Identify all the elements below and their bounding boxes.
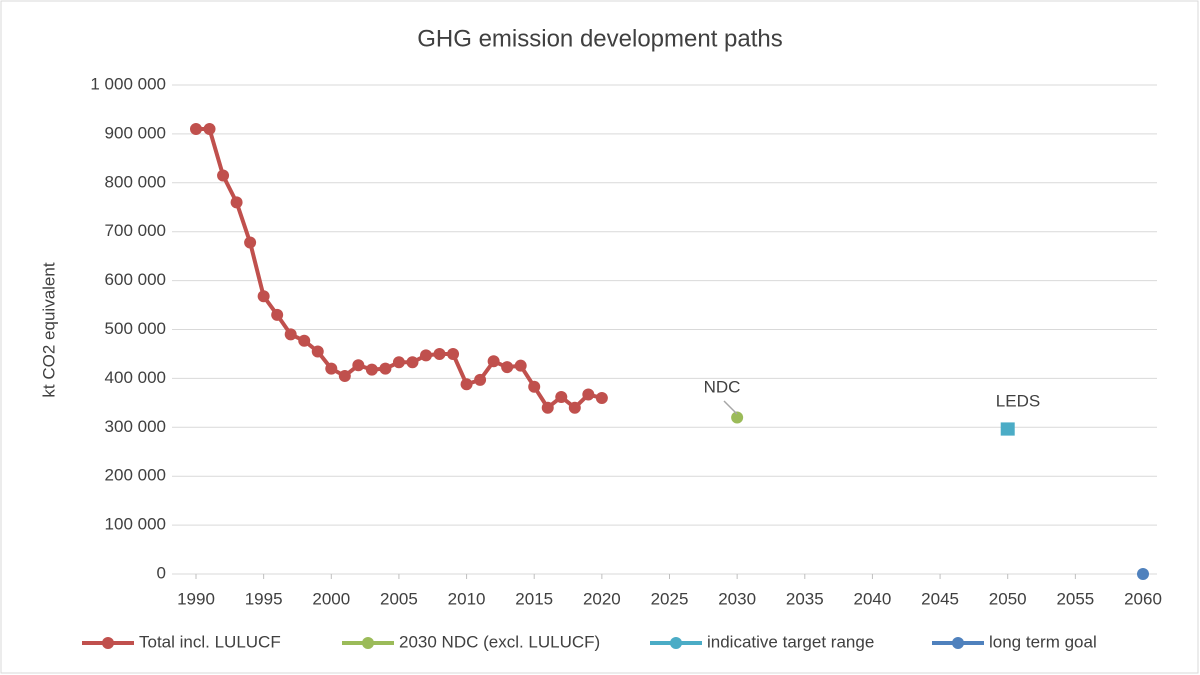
y-tick-label: 600 000 <box>105 270 166 289</box>
point <box>392 356 405 369</box>
point <box>298 334 311 347</box>
y-tick-label: 100 000 <box>105 515 166 534</box>
y-axis-label: kt CO2 equivalent <box>39 262 58 397</box>
point <box>731 411 744 424</box>
point <box>406 356 419 369</box>
legend-marker <box>362 637 374 649</box>
annotation: LEDS <box>996 391 1040 410</box>
point <box>217 169 230 182</box>
y-tick-label: 900 000 <box>105 123 166 142</box>
point <box>230 196 243 209</box>
legend-label: 2030 NDC (excl. LULUCF) <box>399 632 600 651</box>
x-tick-label: 2035 <box>786 589 824 608</box>
x-tick-label: 2005 <box>380 589 418 608</box>
point <box>203 123 216 136</box>
x-tick-label: 2040 <box>854 589 892 608</box>
point <box>555 390 568 403</box>
point <box>568 401 581 414</box>
annotation: NDC <box>704 377 741 396</box>
legend-marker <box>952 637 964 649</box>
point <box>284 328 297 341</box>
x-tick-label: 2045 <box>921 589 959 608</box>
legend-label: long term goal <box>989 632 1097 651</box>
point <box>582 388 595 401</box>
point <box>325 362 338 375</box>
legend-label: indicative target range <box>707 632 874 651</box>
point <box>311 345 324 358</box>
y-tick-label: 0 <box>157 563 166 582</box>
x-tick-label: 2000 <box>312 589 350 608</box>
legend-marker <box>670 637 682 649</box>
y-tick-label: 500 000 <box>105 319 166 338</box>
x-tick-label: 2010 <box>448 589 486 608</box>
point <box>190 123 202 136</box>
point <box>460 378 473 391</box>
point <box>528 380 541 393</box>
point <box>433 347 446 360</box>
x-tick-label: 1995 <box>245 589 283 608</box>
x-tick-label: 1990 <box>177 589 215 608</box>
point <box>447 347 460 360</box>
x-tick-label: 2060 <box>1124 589 1162 608</box>
y-tick-label: 200 000 <box>105 466 166 485</box>
point <box>501 361 514 374</box>
point <box>487 355 500 368</box>
y-tick-label: 1 000 000 <box>90 74 166 93</box>
x-tick-label: 2015 <box>515 589 553 608</box>
x-tick-label: 2050 <box>989 589 1027 608</box>
point <box>271 308 284 321</box>
point <box>595 391 608 404</box>
legend-label: Total incl. LULUCF <box>139 632 281 651</box>
y-tick-label: 700 000 <box>105 221 166 240</box>
x-tick-label: 2055 <box>1056 589 1094 608</box>
point <box>244 236 257 249</box>
point <box>419 349 432 362</box>
x-tick-label: 2030 <box>718 589 756 608</box>
annotation-leader <box>723 400 738 415</box>
legend-marker <box>102 637 114 649</box>
point <box>514 359 527 372</box>
point <box>541 401 554 414</box>
point <box>338 369 351 382</box>
y-tick-label: 300 000 <box>105 417 166 436</box>
x-tick-label: 2025 <box>651 589 689 608</box>
y-tick-label: 800 000 <box>105 172 166 191</box>
x-tick-label: 2020 <box>583 589 621 608</box>
point <box>365 363 378 376</box>
point <box>257 290 270 303</box>
chart-title: GHG emission development paths <box>417 25 783 52</box>
point <box>379 362 392 375</box>
range-bar <box>1000 422 1015 436</box>
point <box>352 359 365 372</box>
y-tick-label: 400 000 <box>105 368 166 387</box>
point <box>474 373 487 386</box>
point <box>1137 568 1149 580</box>
